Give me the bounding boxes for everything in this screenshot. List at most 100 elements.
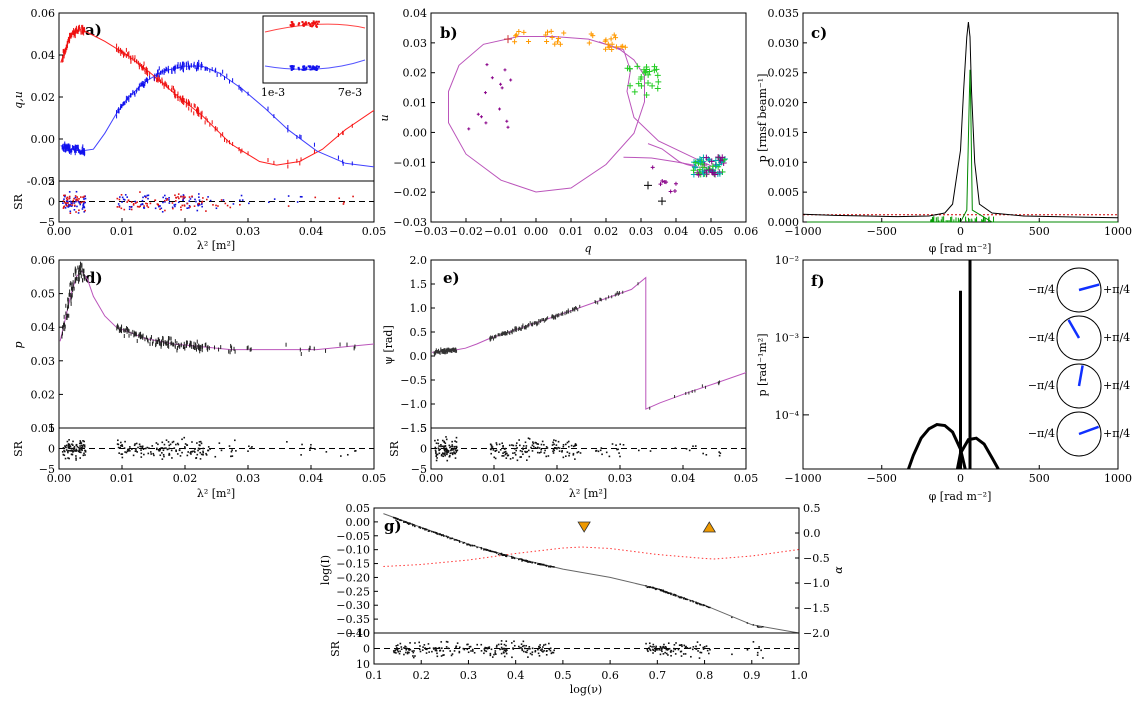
panel-g-point (398, 519, 401, 521)
panel-g-sr-point (467, 651, 470, 654)
panel-a-sr-point (117, 203, 120, 205)
panel-g-sr-point (680, 644, 683, 646)
panel-d-sr-point (77, 446, 80, 449)
panel-e-sr-point (520, 456, 523, 458)
panel-g-point (513, 556, 515, 559)
panel-d-sr-point (162, 449, 165, 452)
panel-d-sr-point (194, 447, 196, 450)
panel-e-sr-point (674, 447, 677, 450)
panel-g-sr-point (648, 647, 650, 649)
panel-g-sr-point (527, 647, 530, 650)
panel-b-marker (504, 35, 512, 44)
panel-a-sr-point (124, 194, 127, 196)
panel-g-sr-point (700, 651, 703, 654)
panel-g-sr-point (432, 647, 435, 649)
panel-e-sr-point (551, 444, 554, 446)
panel-d-sr-point (68, 439, 70, 441)
panel-e-sr-point (566, 451, 569, 453)
panel-e-sr-point (440, 443, 442, 446)
panel-a-sr-point (140, 203, 142, 206)
panel-g-sr-point (505, 647, 507, 650)
panel-d-ytick-2: 0.03 (31, 355, 56, 368)
panel-g-ytick-7: −0.30 (336, 599, 370, 612)
inset-q-point (311, 22, 314, 25)
panel-a-sr-point (186, 207, 188, 210)
panel-e-sr-point (522, 448, 524, 450)
panel-e-sr-point (506, 452, 508, 455)
panel-d-sr-point (65, 449, 68, 451)
panel-e-sr-point (555, 444, 558, 446)
panel-a-sr-point (240, 194, 243, 197)
panel-d-sr-point (75, 448, 77, 451)
panel-g-sr-point (541, 648, 543, 650)
panel-e-sr-point (526, 450, 529, 453)
panel-e-sr-point (599, 449, 602, 452)
panel-g-sr-point (480, 650, 483, 652)
inset-q-point (297, 23, 300, 26)
panel-b-marker (498, 107, 502, 111)
panel-g-point (708, 606, 710, 609)
panel-g-point (456, 539, 459, 542)
panel-e-ytick-3: 0.0 (410, 350, 428, 363)
panel-g-sr-point (667, 648, 670, 650)
panel-e-xlabel: λ² [m²] (569, 487, 607, 500)
panel-g-sr-point (451, 653, 454, 655)
panel-e-sr-point (524, 441, 527, 444)
panel-b-marker (708, 158, 715, 165)
panel-b-ytick-6: 0.03 (403, 37, 428, 50)
panel-d-sr-point (121, 445, 124, 447)
panel-f-ylabel: p [rad⁻¹m²] (756, 333, 769, 396)
panel-g-marker-0 (577, 521, 591, 533)
panel-a-sr-point (163, 194, 166, 197)
panel-g-sr-ytick-1: 0 (363, 643, 370, 656)
panel-a-sr-point (66, 199, 68, 201)
panel-b-ytick-4: 0.01 (403, 97, 428, 110)
panel-g-point (408, 523, 410, 525)
panel-g-point (690, 600, 692, 602)
panel-g-ytick-0: 0.05 (346, 502, 371, 515)
panel-b: b) u q −0.03 −0.02 −0.01 0.00 0.01 0.02 0.03 0.… (378, 7, 758, 255)
panel-g-sr-point (548, 648, 551, 651)
panel-e-sr-point (495, 449, 498, 452)
panel-e-sr-point (491, 446, 494, 448)
panel-a-sr-point (123, 208, 126, 211)
panel-a-sr-point (182, 195, 184, 198)
panel-a-label: a) (85, 21, 102, 39)
panel-g-point (539, 563, 542, 566)
angle-dial-needle (1067, 319, 1081, 339)
inset-q-point (291, 21, 294, 24)
panel-b-xtick-0: −0.03 (414, 225, 448, 238)
panel-b-ylabel: u (378, 114, 391, 121)
inset-u-point (298, 68, 301, 71)
panel-g-sr-point (490, 648, 493, 651)
panel-g-sr-point (674, 653, 677, 655)
panel-g-point (534, 562, 537, 564)
panel-a-sr-point (201, 205, 203, 208)
panel-d-sr-point (198, 448, 201, 450)
panel-d-sr-point (75, 450, 77, 452)
panel-g-sr-point (663, 643, 665, 646)
panel-e-sr-point (435, 454, 438, 456)
panel-g-sr-point (412, 651, 415, 654)
panel-a-sr-point (164, 201, 166, 203)
panel-b-marker (545, 29, 550, 35)
panel-g-point (709, 606, 711, 609)
panel-d-sr-point (79, 440, 82, 442)
panel-e-sr-point (455, 451, 458, 453)
panel-d-sr-point (161, 447, 164, 449)
panel-a-sr-point (119, 196, 121, 198)
panel-e-sr-point (509, 458, 512, 460)
panel-a-sr-point (62, 200, 65, 202)
panel-g-sr-point (441, 647, 443, 649)
panel-g-sr-point (499, 648, 501, 651)
panel-e-sr-point (494, 457, 497, 460)
panel-g-point (436, 533, 438, 535)
panel-e-sr-point (512, 452, 514, 454)
panel-e-sr-point (543, 443, 545, 446)
panel-a-sr-point (83, 200, 85, 203)
panel-g-sr-point (466, 643, 468, 646)
panel-g-sr-point (473, 652, 476, 654)
inset-q-point (289, 24, 292, 27)
panel-a-sr-point (116, 206, 119, 208)
panel-d-sr-point (142, 448, 145, 450)
